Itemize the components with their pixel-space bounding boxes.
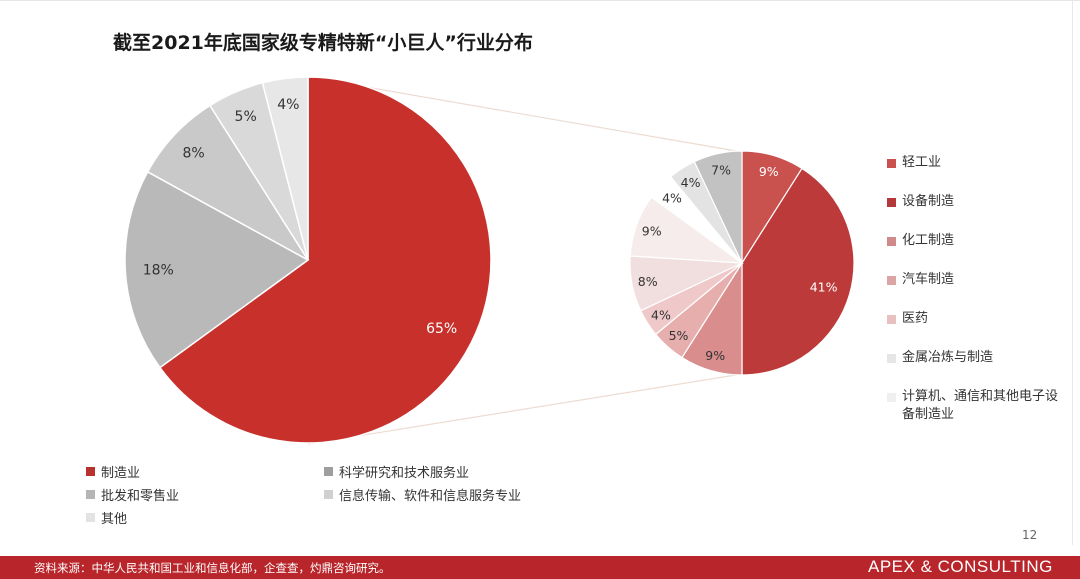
legend-label: 设备制造 [902, 194, 955, 209]
sub-pie-data-label-6: 9% [642, 223, 662, 238]
sub-pie-data-label-5: 8% [638, 274, 658, 289]
legend-label: 轻工业 [902, 155, 942, 170]
connector-line-bottom [307, 373, 743, 445]
sub-pie-data-label-3: 5% [669, 328, 689, 343]
legend-item-manufacturing: 制造业 [86, 462, 140, 481]
top-border [0, 0, 1080, 1]
legend-swatch [887, 198, 896, 207]
brand-logo-text: APEX & CONSULTING [868, 557, 1053, 576]
main-pie-slice-0 [158, 76, 492, 444]
main-pie-data-label-2: 8% [182, 146, 204, 162]
legend-item-it-services: 信息传输、软件和信息服务专业 [324, 485, 521, 504]
legend-label: 其他 [101, 512, 128, 527]
legend-swatch [887, 237, 896, 246]
legend-label: 制造业 [101, 466, 141, 481]
sub-pie-data-label-4: 4% [651, 307, 671, 322]
sub-pie-data-label-2: 9% [705, 348, 725, 363]
main-pie-slice-4 [261, 76, 309, 261]
main-pie-slice-1 [124, 170, 310, 369]
legend-swatch [324, 467, 333, 476]
legend-item-automotive: 汽车制造 [887, 271, 1062, 289]
legend-item-chemical: 化工制造 [887, 232, 1062, 250]
main-pie-data-label-1: 18% [143, 262, 174, 278]
legend-label: 批发和零售业 [101, 489, 180, 504]
legend-item-electronics: 计算机、通信和其他电子设备制造业 [887, 388, 1062, 424]
sub-pie-data-label-9: 7% [711, 162, 731, 177]
legend-swatch [887, 393, 896, 402]
main-legend: 制造业 科学研究和技术服务业 批发和零售业 信息传输、软件和信息服务专业 其他 [86, 462, 646, 528]
page-number: 12 [1022, 528, 1038, 542]
source-note: 资料来源：中华人民共和国工业和信息化部，企查查，灼鼎咨询研究。 [34, 561, 391, 575]
legend-swatch [86, 490, 95, 499]
legend-item-wholesale: 批发和零售业 [86, 485, 179, 504]
legend-item-research: 科学研究和技术服务业 [324, 462, 469, 481]
legend-label: 医药 [902, 311, 929, 326]
legend-label: 金属冶炼与制造 [902, 350, 994, 365]
sub-pie-data-label-7: 4% [662, 190, 682, 205]
main-pie-data-label-0: 65% [426, 321, 457, 337]
legend-swatch [887, 354, 896, 363]
legend-item-metal: 金属冶炼与制造 [887, 349, 1062, 367]
sub-pie-chart: 9%41%9%5%4%8%9%4%4%7% [629, 150, 855, 376]
footer-bar: 资料来源：中华人民共和国工业和信息化部，企查查，灼鼎咨询研究。 APEX & C… [0, 556, 1080, 579]
legend-swatch [86, 513, 95, 522]
sub-pie-data-label-1: 41% [810, 280, 838, 295]
sub-pie-slice-9 [693, 150, 743, 264]
main-pie-data-label-3: 5% [235, 109, 257, 125]
main-pie-chart: 65% 18% 8% 5% 4% [124, 76, 492, 444]
legend-item-equipment: 设备制造 [887, 193, 1062, 211]
legend-label: 化工制造 [902, 233, 955, 248]
main-pie-data-label-4: 4% [277, 97, 299, 113]
legend-label: 汽车制造 [902, 272, 955, 287]
main-pie-slice-2 [146, 104, 309, 261]
legend-item-light-industry: 轻工业 [887, 154, 1062, 172]
legend-swatch [86, 467, 95, 476]
legend-item-pharma: 医药 [887, 310, 1062, 328]
legend-item-other: 其他 [86, 508, 127, 527]
chart-title: 截至2021年底国家级专精特新“小巨人”行业分布 [113, 32, 533, 54]
connector-line-top [307, 76, 743, 153]
sub-pie-slice-1 [741, 167, 855, 376]
legend-label: 信息传输、软件和信息服务专业 [339, 489, 522, 504]
sub-pie-data-label-0: 9% [759, 164, 779, 179]
legend-swatch [887, 276, 896, 285]
legend-swatch [887, 159, 896, 168]
right-border [1072, 0, 1073, 545]
legend-swatch [324, 490, 333, 499]
legend-label: 计算机、通信和其他电子设备制造业 [902, 389, 1059, 422]
sub-pie-data-label-8: 4% [681, 175, 701, 190]
legend-label: 科学研究和技术服务业 [339, 466, 470, 481]
pie-connector-lines [307, 76, 743, 445]
legend-swatch [887, 315, 896, 324]
